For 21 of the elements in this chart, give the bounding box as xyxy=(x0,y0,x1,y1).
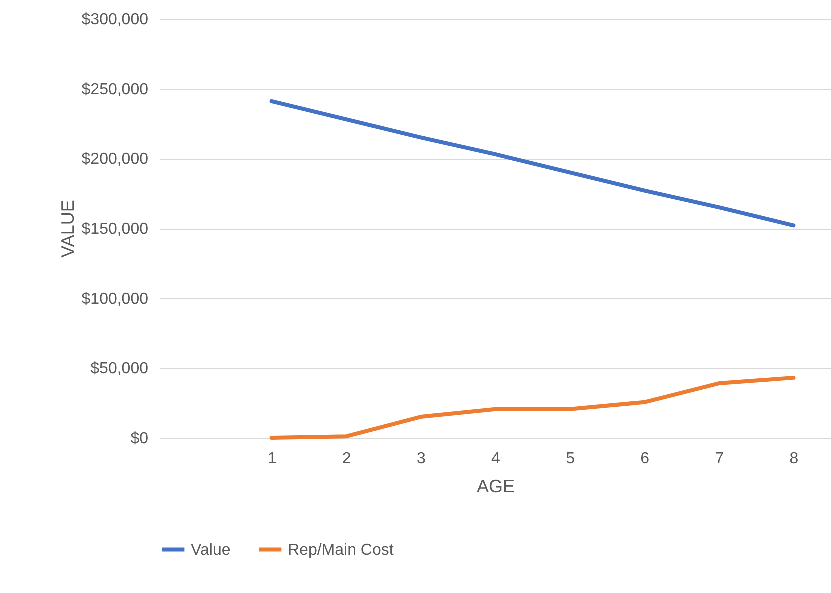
x-tick-label: 4 xyxy=(492,450,501,468)
x-tick-label: 8 xyxy=(790,450,799,468)
y-tick-label: $300,000 xyxy=(82,12,149,28)
legend-label: Rep/Main Cost xyxy=(288,542,394,559)
x-axis-title: AGE xyxy=(476,476,516,496)
x-tick-label: 1 xyxy=(268,450,277,468)
y-tick-label: $250,000 xyxy=(82,81,149,98)
y-tick-label: $50,000 xyxy=(90,360,149,378)
line-series xyxy=(270,376,796,440)
x-tick-label: 2 xyxy=(342,450,352,468)
y-axis-title: VALUE xyxy=(58,200,78,258)
y-tick-label: $100,000 xyxy=(82,290,149,308)
y-tick-label: $0 xyxy=(130,430,149,448)
legend-label: Value xyxy=(191,542,231,559)
y-tick-label: $150,000 xyxy=(82,221,149,238)
x-tick-label: 7 xyxy=(715,450,724,468)
x-tick-label: 5 xyxy=(566,450,576,468)
line-series xyxy=(270,99,796,228)
x-tick-label: 6 xyxy=(640,450,650,468)
y-tick-label: $200,000 xyxy=(82,151,149,168)
x-tick-label: 3 xyxy=(416,450,426,468)
